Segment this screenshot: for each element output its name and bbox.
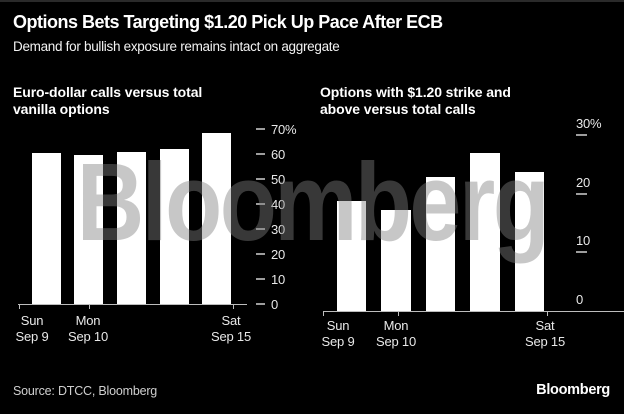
x-tick xyxy=(398,312,400,317)
y-tick-dash xyxy=(256,278,265,280)
x-tick xyxy=(233,305,235,310)
bar xyxy=(202,132,232,304)
chart-title-line: above versus total calls xyxy=(320,101,476,117)
bar xyxy=(159,149,189,304)
x-tick-label-line: Sep 9 xyxy=(15,328,49,344)
chart-title-line: vanilla options xyxy=(13,101,110,117)
y-tick-label: 20 xyxy=(271,246,286,262)
y-tick: 30 xyxy=(256,221,285,237)
x-tick-label: Mon Sep 10 xyxy=(43,313,133,344)
x-tick-label-line: Sat xyxy=(221,313,241,328)
y-tick-dash xyxy=(256,303,265,305)
x-tick xyxy=(89,305,91,310)
y-tick: 20 xyxy=(576,175,590,195)
y-tick: 10 xyxy=(576,233,591,254)
bar xyxy=(336,201,366,311)
y-tick-label: 40 xyxy=(271,196,286,212)
y-tick-dash xyxy=(576,192,587,195)
bloomberg-logo: Bloomberg xyxy=(536,382,610,398)
y-tick-dash xyxy=(256,228,265,230)
y-tick-label: 0 xyxy=(271,296,279,312)
chart-title-line: Euro-dollar calls versus total xyxy=(13,84,203,100)
y-tick-label: 30 xyxy=(271,221,286,237)
x-tick-label-line: Sep 15 xyxy=(210,328,251,344)
bar xyxy=(514,171,544,311)
y-tick-label: 60 xyxy=(271,146,286,162)
y-tick-dash xyxy=(256,153,265,155)
y-tick-label: 50 xyxy=(271,171,286,187)
y-tick-dash xyxy=(576,251,587,254)
chart-title: Euro-dollar calls versus total vanilla o… xyxy=(13,84,202,118)
x-tick-label-line: Sep 9 xyxy=(321,333,355,349)
x-tick-label-line: Sun xyxy=(20,313,44,328)
x-tick-label: Sun Sep 9 xyxy=(293,318,383,349)
y-tick: 30% xyxy=(576,115,602,136)
x-tick-label-line: Sep 10 xyxy=(375,333,416,349)
y-tick-dash xyxy=(256,128,265,130)
x-axis-line xyxy=(323,311,624,313)
x-tick-label: Sat Sep 15 xyxy=(500,318,590,349)
x-tick-label-line: Sat xyxy=(535,318,555,333)
y-tick-dash xyxy=(256,253,265,255)
bar xyxy=(425,177,455,311)
bar xyxy=(470,152,500,311)
y-tick: 60 xyxy=(256,146,285,162)
x-tick-label: Sun Sep 9 xyxy=(0,313,77,344)
bloomberg-watermark: Bloomberg xyxy=(76,141,550,264)
y-tick: 70% xyxy=(256,121,297,137)
y-tick: 0 xyxy=(256,296,278,312)
x-tick-label-line: Mon xyxy=(383,318,409,333)
bar xyxy=(74,155,104,304)
x-tick-label-line: Sun xyxy=(326,318,350,333)
y-tick: 0 xyxy=(576,292,583,307)
y-tick-dash xyxy=(256,178,265,180)
chart-title-line: Options with $1.20 strike and xyxy=(320,84,511,100)
y-tick: 50 xyxy=(256,171,285,187)
x-tick xyxy=(19,305,21,310)
x-tick-label-line: Sep 10 xyxy=(67,328,108,344)
x-tick xyxy=(547,312,549,317)
top-border xyxy=(0,0,624,2)
x-tick-label: Sat Sep 15 xyxy=(186,313,276,344)
y-tick-label: 0 xyxy=(576,292,584,307)
x-tick xyxy=(323,312,325,317)
y-tick: 40 xyxy=(256,196,285,212)
x-tick-label-line: Mon xyxy=(75,313,101,328)
x-tick-label-line: Sep 15 xyxy=(524,333,565,349)
chart-title: Options with $1.20 strike and above vers… xyxy=(320,84,511,118)
page-title: Options Bets Targeting $1.20 Pick Up Pac… xyxy=(13,12,443,32)
x-axis-line xyxy=(18,304,247,306)
source-note: Source: DTCC, Bloomberg xyxy=(13,384,158,398)
y-tick: 10 xyxy=(256,271,285,287)
y-tick-label: 10 xyxy=(271,271,286,287)
page-subtitle: Demand for bullish exposure remains inta… xyxy=(13,39,340,54)
y-tick-dash xyxy=(576,133,587,136)
bar xyxy=(381,209,411,311)
bar xyxy=(31,152,61,304)
bar xyxy=(117,151,146,304)
y-tick-dash xyxy=(256,203,265,205)
y-tick: 20 xyxy=(256,246,285,262)
y-tick-label: 30% xyxy=(576,115,602,131)
y-tick-label: 10 xyxy=(576,233,591,249)
y-tick-label: 20 xyxy=(576,174,591,190)
y-tick-label: 70% xyxy=(271,121,297,137)
x-tick-label: Mon Sep 10 xyxy=(351,318,441,349)
